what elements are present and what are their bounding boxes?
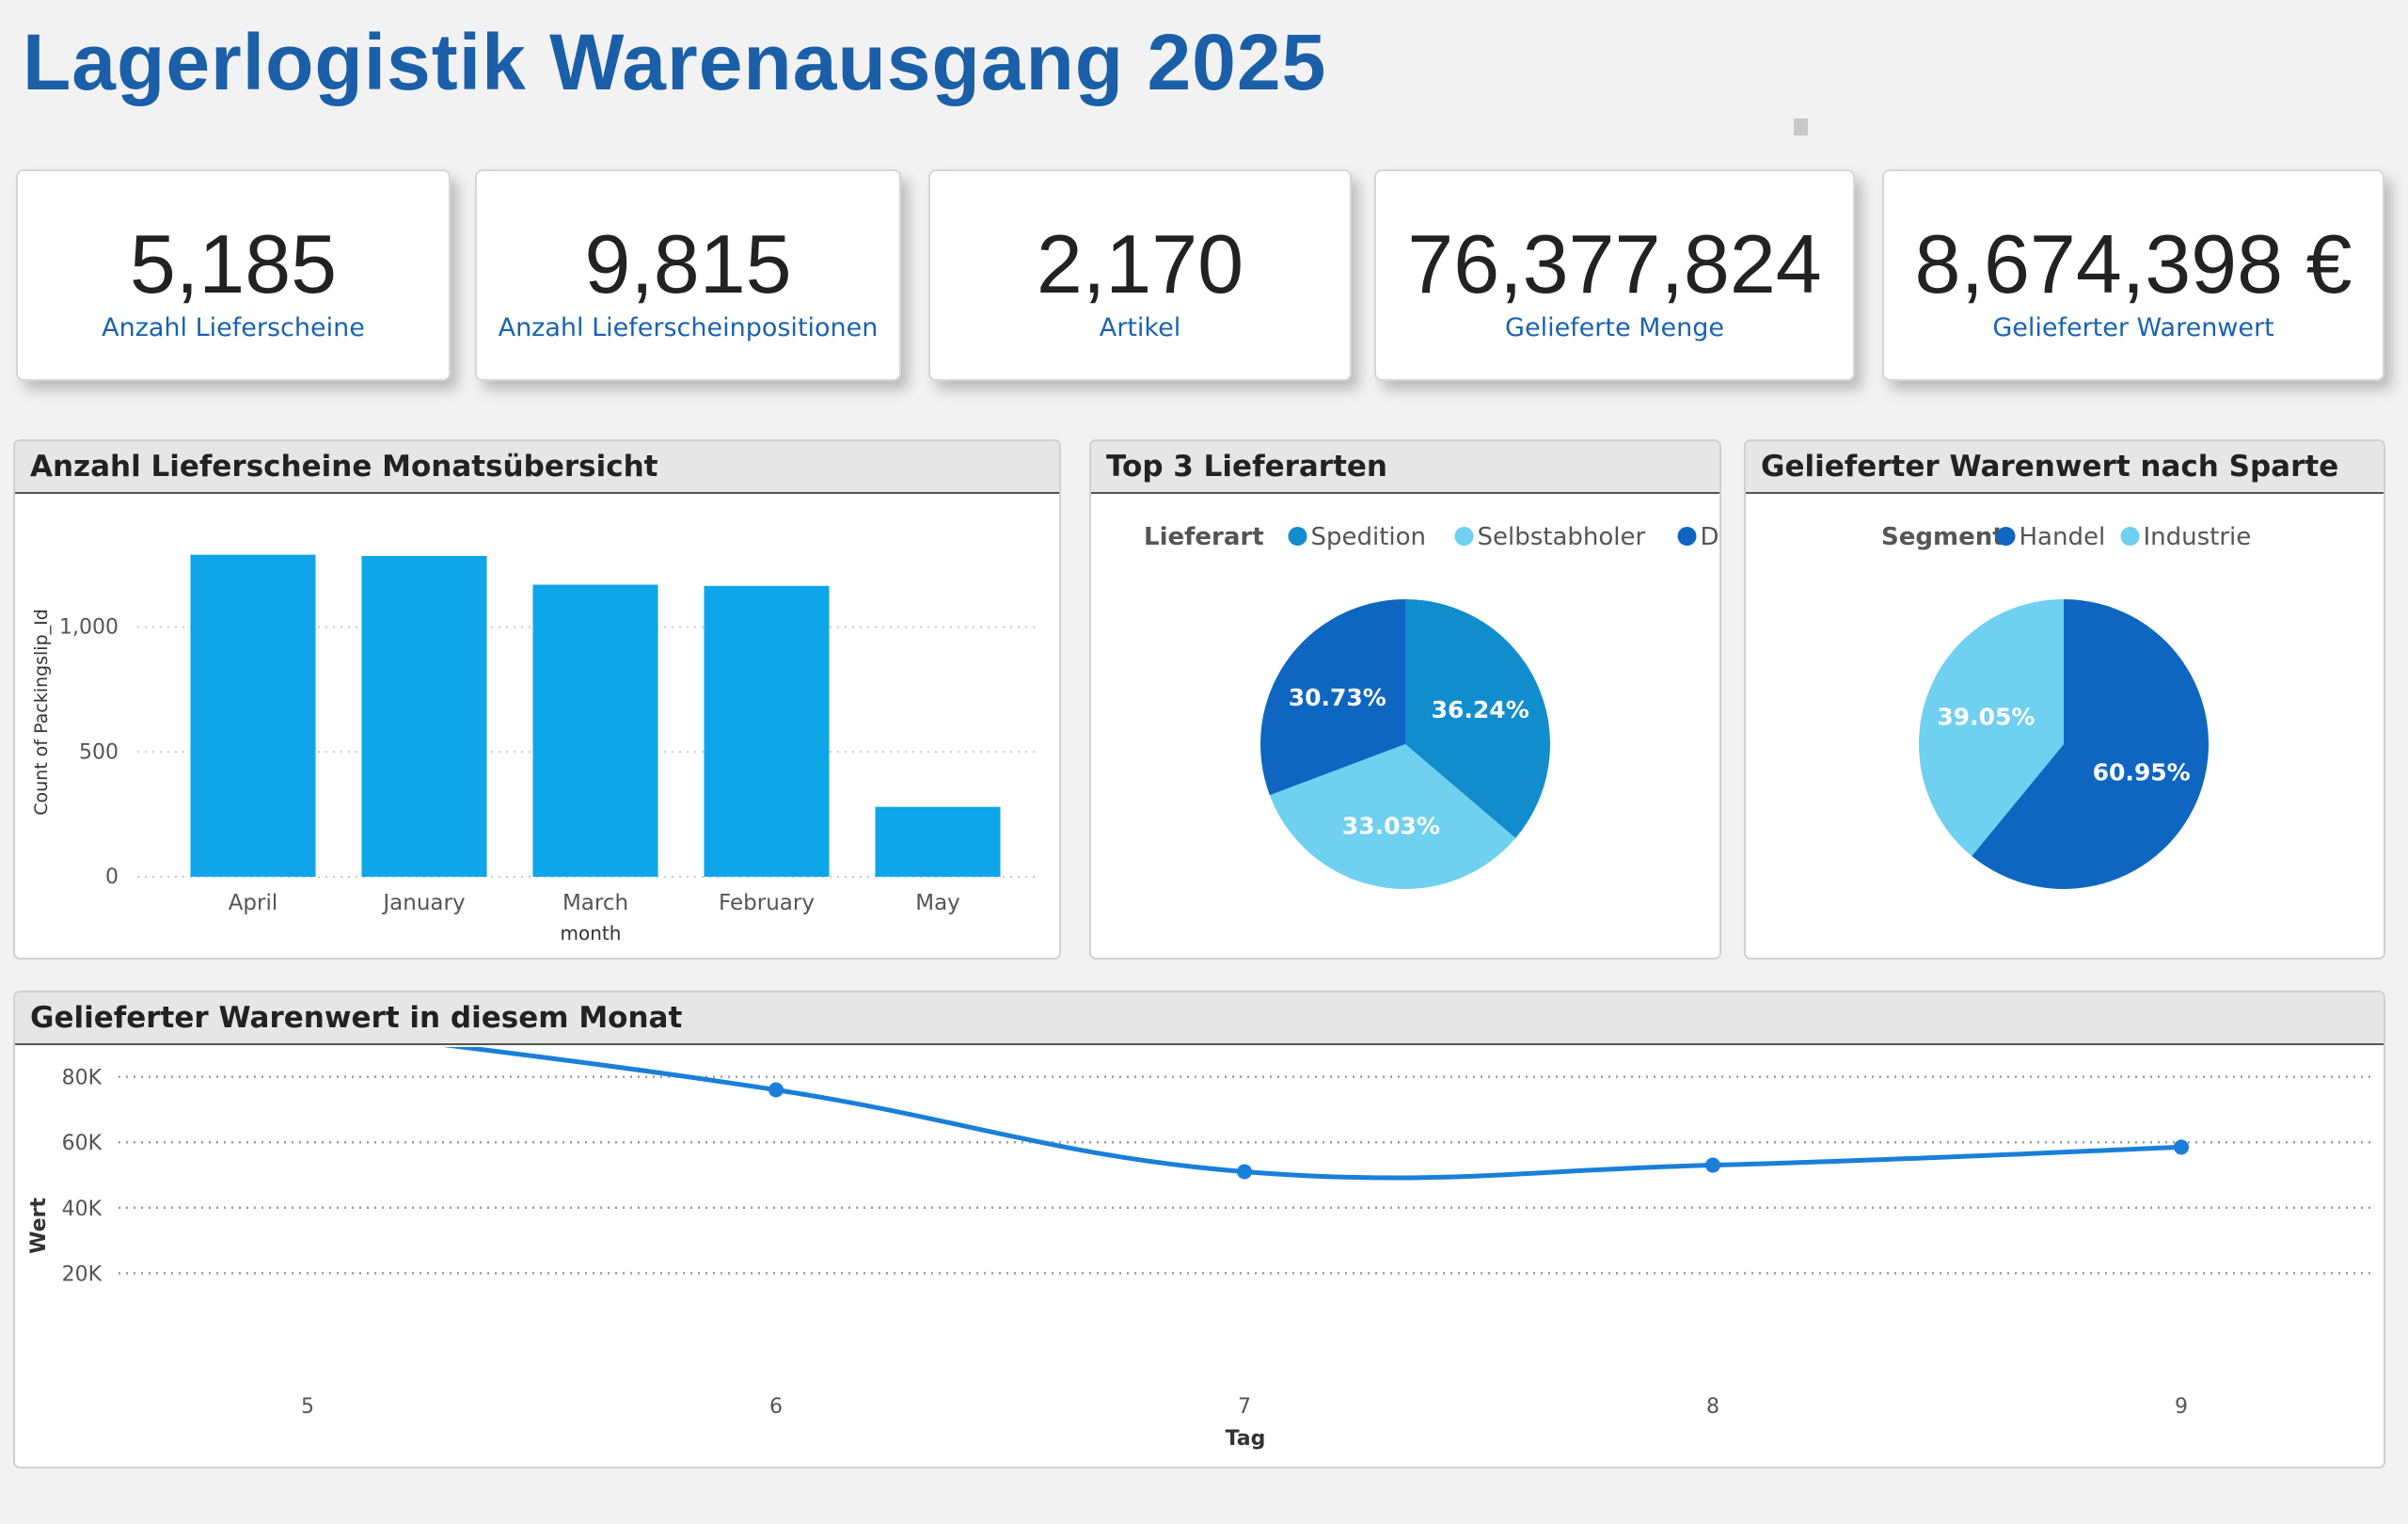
legend-swatch bbox=[1678, 527, 1697, 546]
x-tick-label: February bbox=[719, 891, 815, 915]
panel-title: Anzahl Lieferscheine Monatsübersicht bbox=[15, 441, 1059, 494]
legend-swatch bbox=[1455, 527, 1474, 546]
panel-title: Gelieferter Warenwert in diesem Monat bbox=[15, 992, 2384, 1045]
y-tick-label: 1,000 bbox=[59, 616, 119, 640]
kpi-label: Anzahl Lieferscheine bbox=[18, 313, 449, 342]
kpi-value: 9,815 bbox=[477, 223, 899, 306]
x-tick-label: 5 bbox=[301, 1395, 314, 1419]
bar-may bbox=[876, 807, 1001, 877]
kpi-card-artikel[interactable]: 2,170 Artikel bbox=[928, 169, 1352, 381]
legend-item: Selbstabholer bbox=[1478, 523, 1646, 551]
legend-swatch bbox=[1997, 527, 2016, 546]
y-axis-label: Count of Packingslip_Id bbox=[31, 609, 52, 816]
kpi-value: 8,674,398 € bbox=[1884, 223, 2383, 306]
kpi-card-menge[interactable]: 76,377,824 Gelieferte Menge bbox=[1374, 169, 1855, 381]
kpi-value: 2,170 bbox=[930, 223, 1350, 306]
x-tick-label: April bbox=[229, 891, 278, 915]
pie-data-label: 30.73% bbox=[1289, 684, 1386, 711]
page-title: Lagerlogistik Warenausgang 2025 bbox=[23, 17, 1326, 108]
line-chart: 20K 40K 60K 80K 5 6 7 8 9 Tag Wert bbox=[15, 1047, 2384, 1468]
x-tick-label: March bbox=[562, 891, 628, 915]
pie-data-label: 60.95% bbox=[2093, 759, 2191, 786]
kpi-card-lieferscheine[interactable]: 5,185 Anzahl Lieferscheine bbox=[16, 169, 451, 381]
data-point bbox=[1705, 1158, 1720, 1173]
y-tick-label: 60K bbox=[62, 1132, 103, 1155]
x-tick-label: January bbox=[381, 891, 465, 915]
legend-title: Lieferart bbox=[1144, 523, 1264, 551]
bar-chart: 0 500 1,000 April January March February May mon… bbox=[15, 496, 1059, 960]
pie-chart-sparte: Segment Handel Industrie 60.95% 39.05% bbox=[1746, 496, 2384, 960]
x-tick-label: 7 bbox=[1238, 1395, 1251, 1419]
kpi-label: Gelieferter Warenwert bbox=[1884, 313, 2383, 342]
legend-swatch bbox=[2121, 527, 2140, 546]
legend-item: Spedition bbox=[1311, 523, 1427, 551]
pie-data-label: 39.05% bbox=[1937, 703, 2035, 730]
x-tick-label: 6 bbox=[769, 1395, 783, 1419]
y-tick-label: 40K bbox=[62, 1198, 103, 1221]
legend-item: DPD bbox=[1701, 523, 1720, 551]
pie-chart-sparte-panel[interactable]: Gelieferter Warenwert nach Sparte Segmen… bbox=[1744, 439, 2385, 960]
x-tick-label: 8 bbox=[1706, 1395, 1719, 1419]
kpi-label: Gelieferte Menge bbox=[1376, 313, 1853, 342]
y-axis-label: Wert bbox=[27, 1198, 51, 1254]
line-chart-panel[interactable]: Gelieferter Warenwert in diesem Monat 20… bbox=[13, 991, 2385, 1468]
legend-swatch bbox=[1289, 527, 1307, 546]
kpi-card-warenwert[interactable]: 8,674,398 € Gelieferter Warenwert bbox=[1882, 169, 2384, 381]
y-tick-label: 500 bbox=[79, 740, 119, 764]
bar-chart-panel[interactable]: Anzahl Lieferscheine Monatsübersicht 0 50… bbox=[13, 439, 1061, 960]
pie-chart-lieferart-panel[interactable]: Top 3 Lieferarten Lieferart Spedition Selb… bbox=[1089, 439, 1721, 960]
pie-chart-lieferart: Lieferart Spedition Selbstabholer DPD 36.24%… bbox=[1091, 496, 1719, 960]
kpi-value: 76,377,824 bbox=[1376, 223, 1853, 306]
y-tick-label: 80K bbox=[62, 1067, 103, 1090]
bar-february bbox=[705, 586, 830, 877]
x-axis-label: month bbox=[561, 922, 622, 945]
x-tick-label: 9 bbox=[2175, 1395, 2188, 1419]
kpi-label: Anzahl Lieferscheinpositionen bbox=[477, 313, 899, 342]
kpi-value: 5,185 bbox=[18, 223, 449, 306]
pie-data-label: 36.24% bbox=[1432, 696, 1529, 723]
legend-title: Segment bbox=[1881, 523, 2004, 551]
x-axis-label: Tag bbox=[1226, 1427, 1266, 1451]
y-tick-label: 20K bbox=[62, 1262, 103, 1286]
x-tick-label: May bbox=[915, 891, 960, 915]
data-point bbox=[768, 1083, 784, 1098]
panel-title: Gelieferter Warenwert nach Sparte bbox=[1746, 441, 2384, 494]
panel-title: Top 3 Lieferarten bbox=[1091, 441, 1719, 494]
series-line bbox=[308, 1047, 2181, 1178]
kpi-label: Artikel bbox=[930, 313, 1350, 342]
data-point bbox=[1237, 1165, 1252, 1180]
legend-item: Handel bbox=[2020, 523, 2106, 551]
bar-april bbox=[191, 555, 316, 877]
bar-january bbox=[362, 556, 487, 877]
legend-item: Industrie bbox=[2144, 523, 2252, 551]
drag-handle[interactable] bbox=[1794, 119, 1808, 135]
pie-data-label: 33.03% bbox=[1342, 812, 1440, 839]
data-point bbox=[2174, 1139, 2189, 1154]
bar-march bbox=[533, 585, 658, 878]
kpi-card-positionen[interactable]: 9,815 Anzahl Lieferscheinpositionen bbox=[475, 169, 901, 381]
y-tick-label: 0 bbox=[105, 865, 119, 889]
